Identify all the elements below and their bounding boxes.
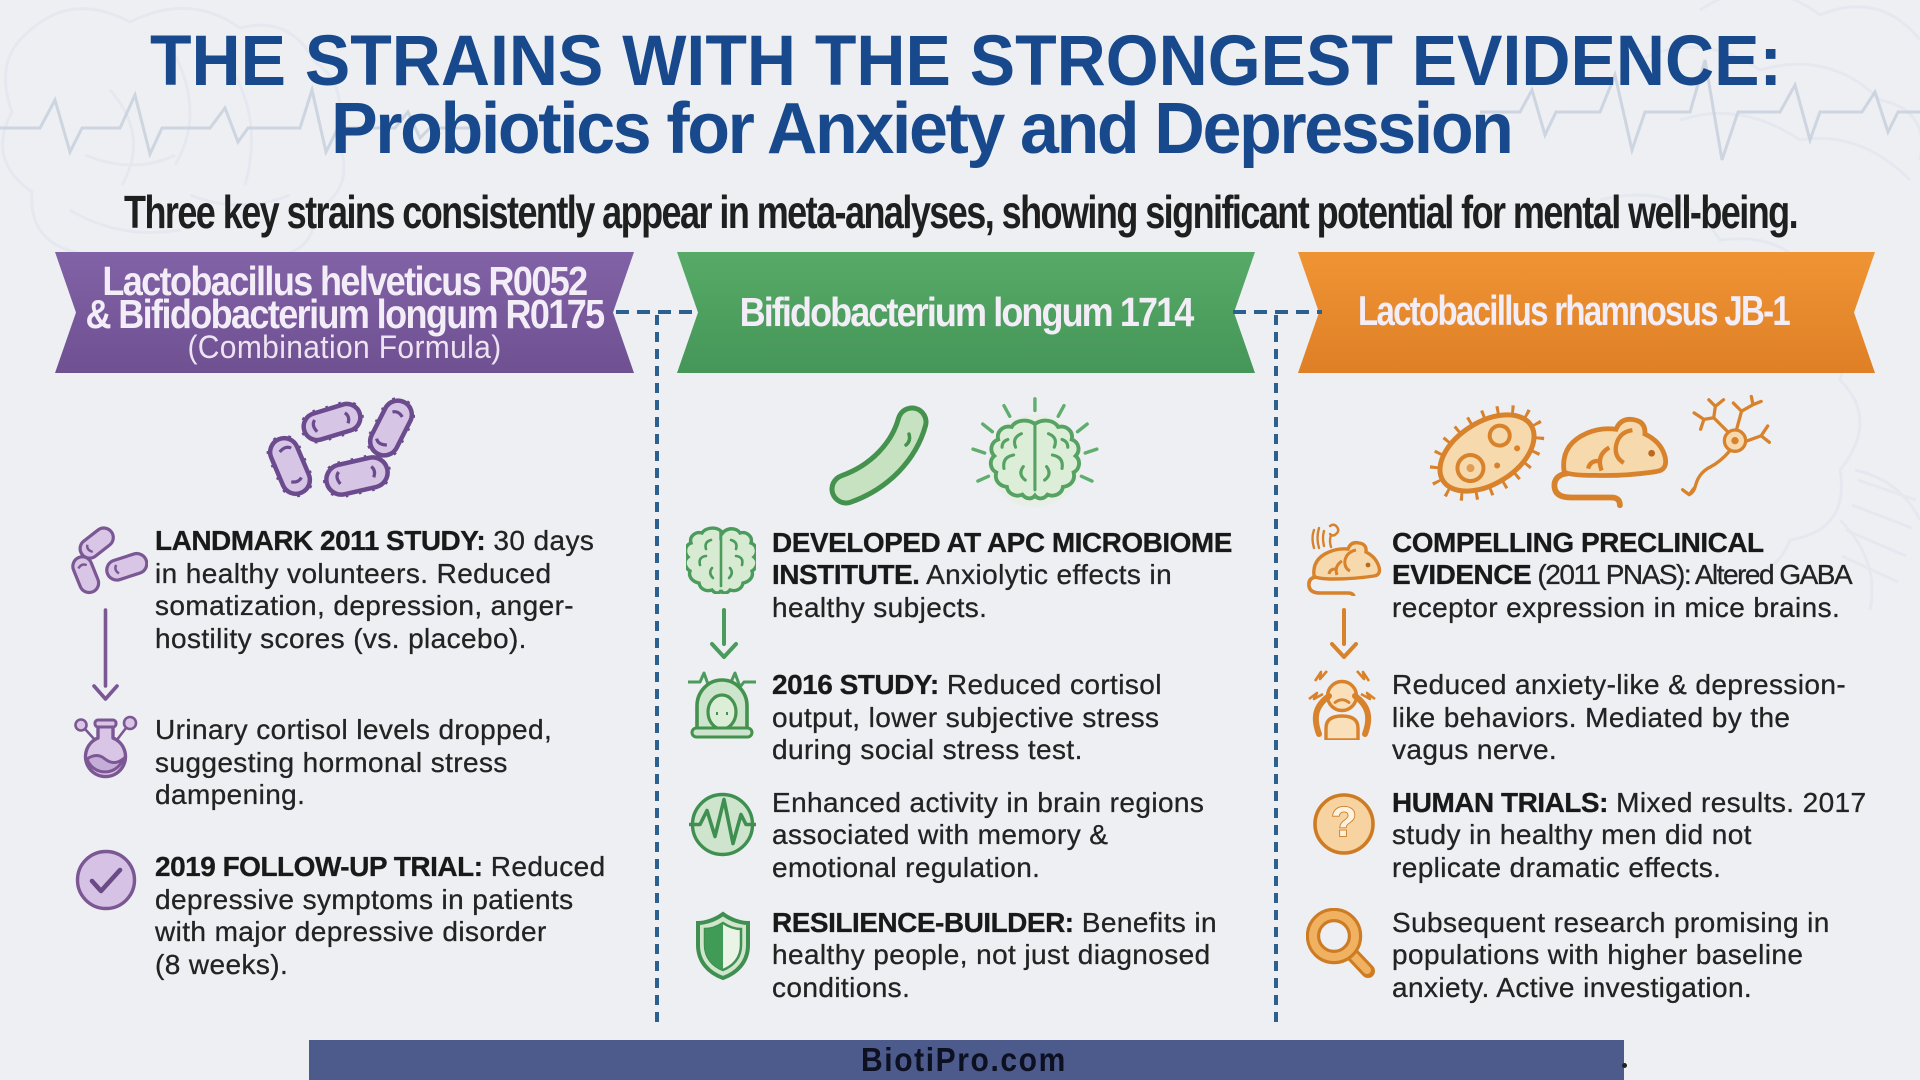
svg-text:?: ? [1331, 798, 1357, 845]
